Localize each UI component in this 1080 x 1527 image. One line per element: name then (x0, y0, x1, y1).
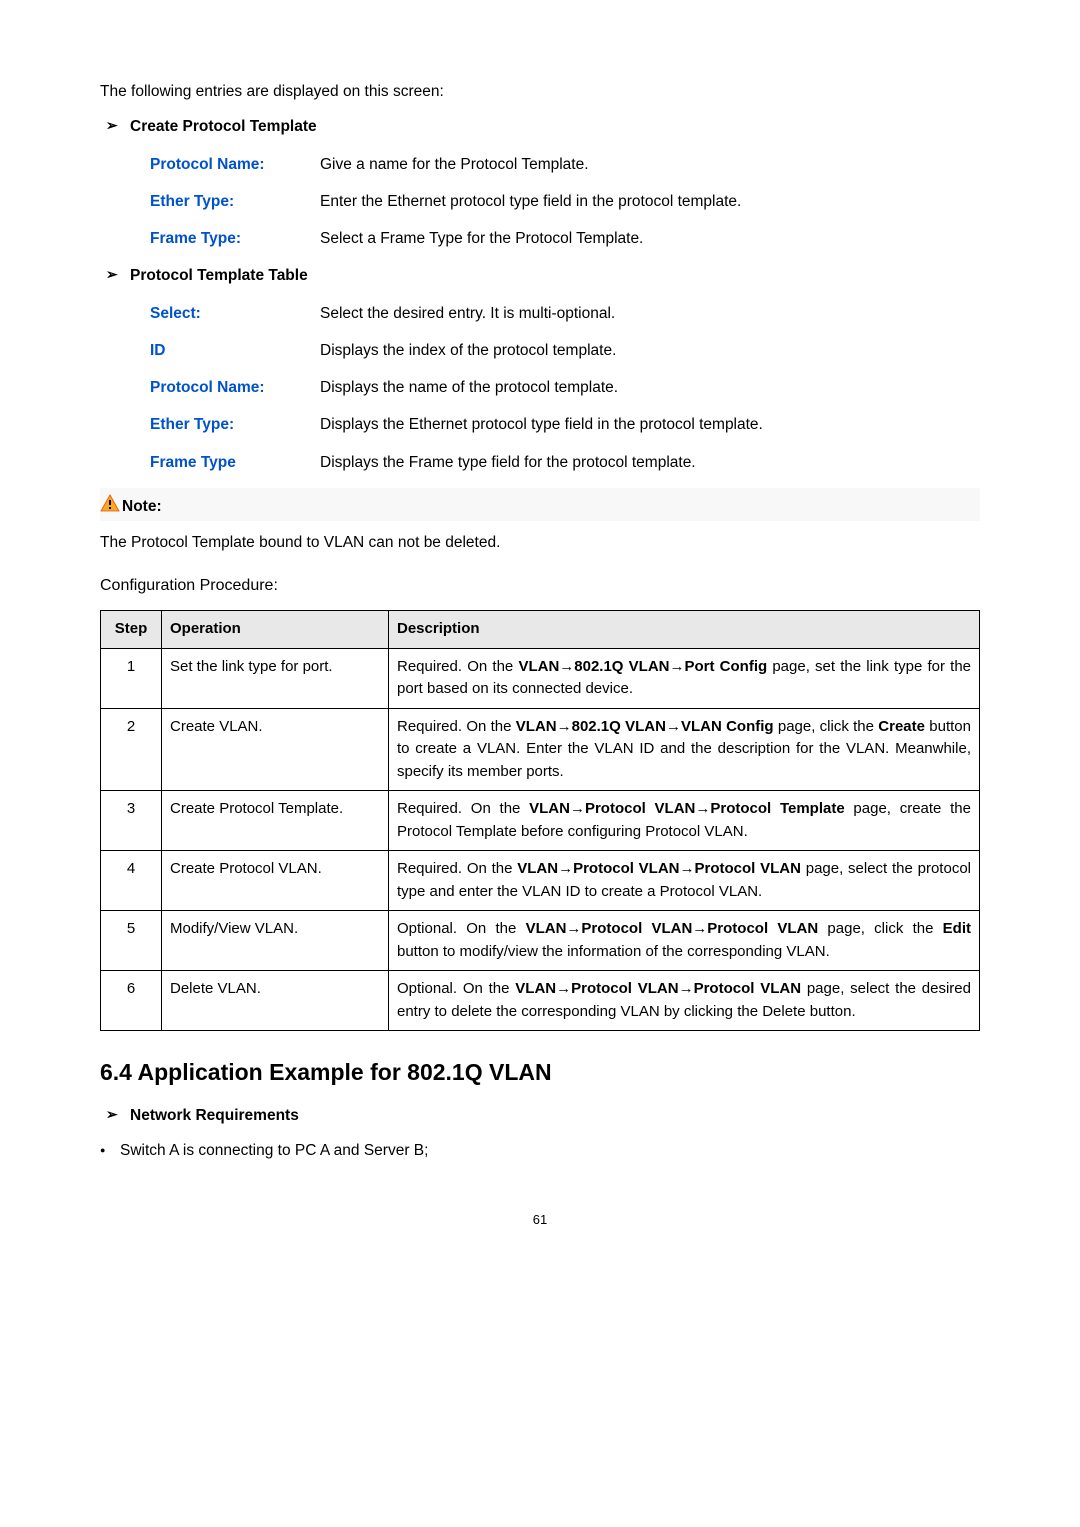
warning-icon (100, 494, 120, 519)
field-label: Protocol Name: (150, 153, 320, 176)
cell-operation: Set the link type for port. (162, 648, 389, 708)
cell-step: 2 (101, 708, 162, 791)
config-procedure-title: Configuration Procedure: (100, 574, 980, 598)
field-row: Protocol Name: Give a name for the Proto… (150, 153, 980, 176)
table-row: 5 Modify/View VLAN. Optional. On the VLA… (101, 911, 980, 971)
note-text: The Protocol Template bound to VLAN can … (100, 531, 980, 554)
field-row: Protocol Name: Displays the name of the … (150, 376, 980, 399)
cell-operation: Create Protocol VLAN. (162, 851, 389, 911)
field-desc: Select a Frame Type for the Protocol Tem… (320, 227, 980, 250)
field-desc: Enter the Ethernet protocol type field i… (320, 190, 980, 213)
field-label: Select: (150, 302, 320, 325)
cell-step: 4 (101, 851, 162, 911)
table-header-step: Step (101, 611, 162, 649)
field-label: Frame Type (150, 451, 320, 474)
field-row: Select: Select the desired entry. It is … (150, 302, 980, 325)
page-number: 61 (100, 1210, 980, 1230)
cell-description: Required. On the VLAN→802.1Q VLAN→VLAN C… (389, 708, 980, 791)
field-desc: Select the desired entry. It is multi-op… (320, 302, 980, 325)
field-label: Ether Type: (150, 413, 320, 436)
field-label: ID (150, 339, 320, 362)
table-row: 1 Set the link type for port. Required. … (101, 648, 980, 708)
note-title: Note: (100, 494, 980, 519)
cell-step: 6 (101, 971, 162, 1031)
field-row: Ether Type: Displays the Ethernet protoc… (150, 413, 980, 436)
field-desc: Displays the Frame type field for the pr… (320, 451, 980, 474)
table-header-description: Description (389, 611, 980, 649)
field-row: ID Displays the index of the protocol te… (150, 339, 980, 362)
cell-operation: Create VLAN. (162, 708, 389, 791)
field-desc: Displays the name of the protocol templa… (320, 376, 980, 399)
cell-description: Required. On the VLAN→Protocol VLAN→Prot… (389, 791, 980, 851)
cell-description: Optional. On the VLAN→Protocol VLAN→Prot… (389, 971, 980, 1031)
field-row: Ether Type: Enter the Ethernet protocol … (150, 190, 980, 213)
field-label: Protocol Name: (150, 376, 320, 399)
cell-operation: Create Protocol Template. (162, 791, 389, 851)
note-label: Note: (122, 495, 162, 518)
section-heading-create-protocol-template: Create Protocol Template (130, 115, 980, 138)
field-desc: Displays the index of the protocol templ… (320, 339, 980, 362)
field-desc: Give a name for the Protocol Template. (320, 153, 980, 176)
cell-operation: Modify/View VLAN. (162, 911, 389, 971)
table-row: 4 Create Protocol VLAN. Required. On the… (101, 851, 980, 911)
table-row: 3 Create Protocol Template. Required. On… (101, 791, 980, 851)
cell-description: Optional. On the VLAN→Protocol VLAN→Prot… (389, 911, 980, 971)
bullet-item: Switch A is connecting to PC A and Serve… (120, 1139, 980, 1162)
cell-operation: Delete VLAN. (162, 971, 389, 1031)
field-label: Ether Type: (150, 190, 320, 213)
table-row: 2 Create VLAN. Required. On the VLAN→802… (101, 708, 980, 791)
config-procedure-table: Step Operation Description 1 Set the lin… (100, 610, 980, 1031)
cell-description: Required. On the VLAN→Protocol VLAN→Prot… (389, 851, 980, 911)
table-row: 6 Delete VLAN. Optional. On the VLAN→Pro… (101, 971, 980, 1031)
field-desc: Displays the Ethernet protocol type fiel… (320, 413, 980, 436)
section-heading-network-requirements: Network Requirements (130, 1104, 980, 1127)
table-header-operation: Operation (162, 611, 389, 649)
section-heading-protocol-template-table: Protocol Template Table (130, 264, 980, 287)
cell-step: 3 (101, 791, 162, 851)
cell-step: 1 (101, 648, 162, 708)
note-block: Note: (100, 488, 980, 521)
field-label: Frame Type: (150, 227, 320, 250)
intro-text: The following entries are displayed on t… (100, 80, 980, 103)
main-heading: 6.4 Application Example for 802.1Q VLAN (100, 1055, 980, 1090)
cell-step: 5 (101, 911, 162, 971)
field-row: Frame Type: Select a Frame Type for the … (150, 227, 980, 250)
cell-description: Required. On the VLAN→802.1Q VLAN→Port C… (389, 648, 980, 708)
field-row: Frame Type Displays the Frame type field… (150, 451, 980, 474)
